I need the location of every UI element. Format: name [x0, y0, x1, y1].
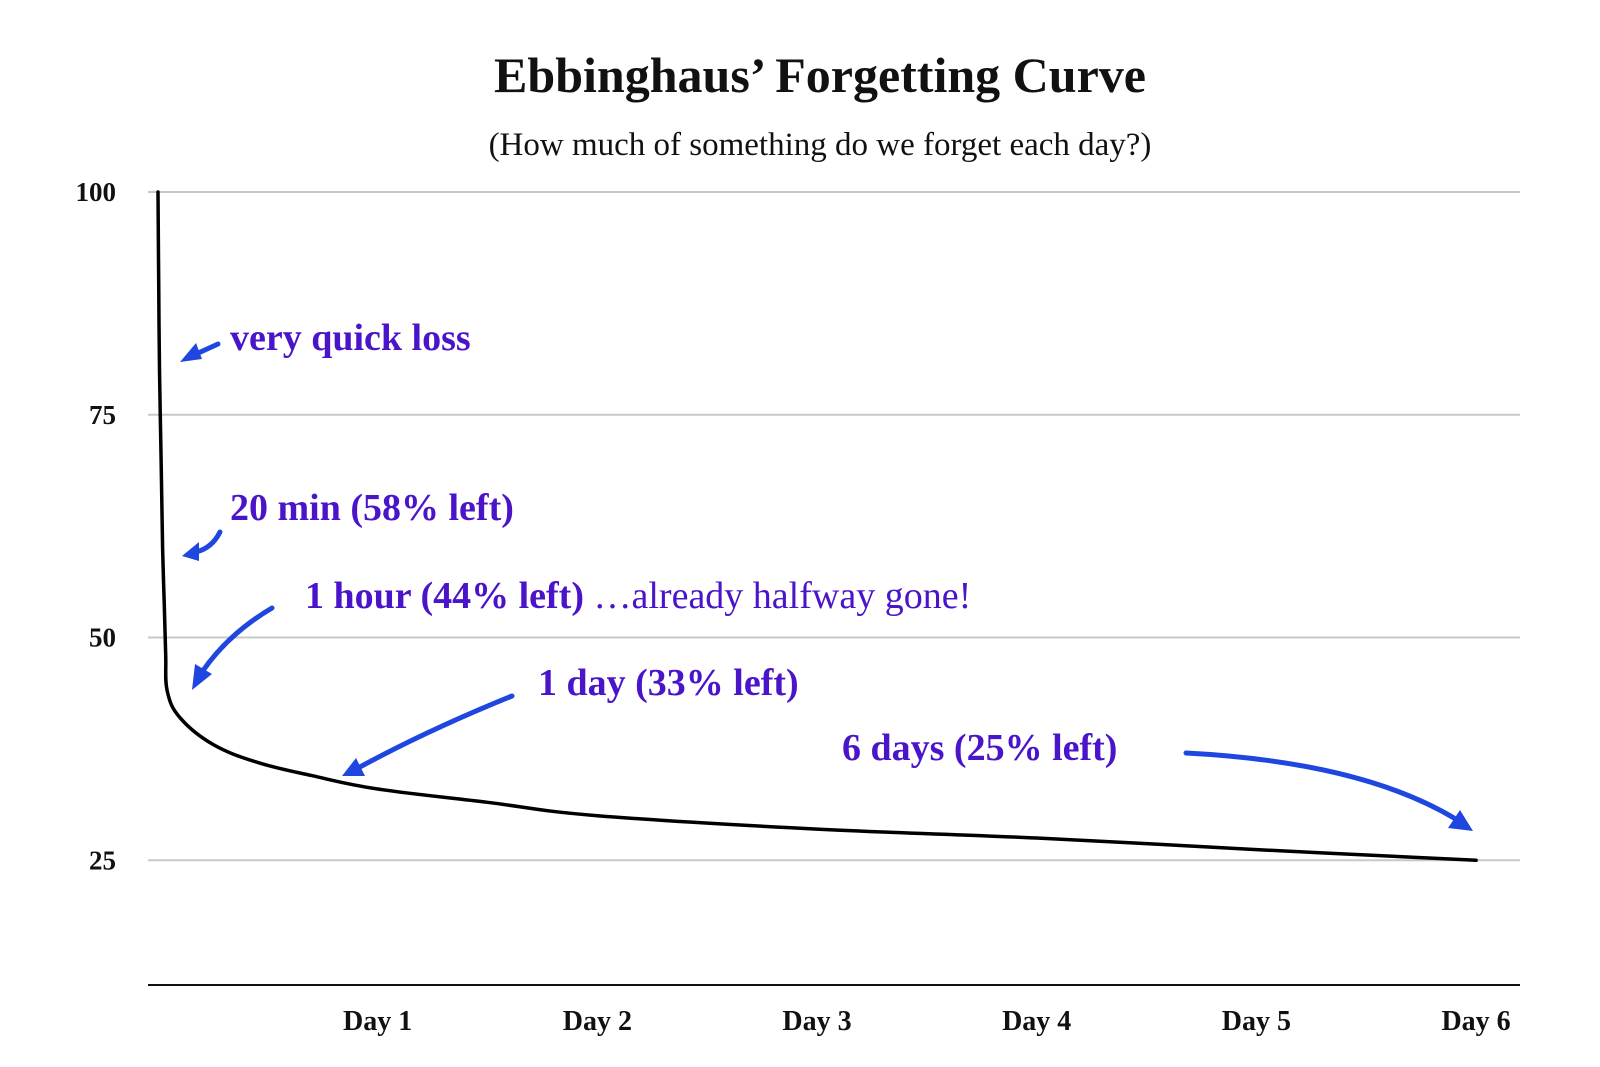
arrow-1-hour [199, 605, 275, 675]
x-tick-label-day-6: Day 6 [1441, 1006, 1510, 1037]
annotation-6-days: 6 days (25% left) [842, 727, 1117, 769]
annotation-arrows [180, 341, 1473, 831]
gridlines [148, 191, 1520, 862]
annotation-20-min: 20 min (58% left) [230, 487, 514, 529]
x-tick-label-day-1: Day 1 [343, 1006, 412, 1037]
annotation-1-hour-label: 1 hour (44% left) [305, 575, 584, 617]
x-tick-label-day-4: Day 4 [1002, 1006, 1071, 1037]
y-axis-ticks: 100 75 50 25 [76, 177, 117, 875]
y-tick-label-25: 25 [89, 845, 116, 875]
chart-title: Ebbinghaus’ Forgetting Curve [494, 47, 1146, 103]
annotation-1-hour: 1 hour (44% left) …already halfway gone! [305, 575, 971, 617]
arrow-20-min-head [182, 542, 199, 561]
y-tick-label-75: 75 [89, 400, 116, 430]
arrow-1-hour-head [192, 664, 212, 690]
annotation-very-quick-loss: very quick loss [230, 317, 471, 359]
chart-subtitle: (How much of something do we forget each… [489, 127, 1152, 163]
arrow-6-days [1183, 750, 1457, 821]
x-tick-label-day-5: Day 5 [1222, 1006, 1291, 1037]
arrow-20-min [193, 529, 223, 555]
arrow-6-days-head [1448, 810, 1473, 831]
annotations: very quick loss 20 min (58% left) 1 hour… [230, 317, 1117, 769]
annotation-1-day: 1 day (33% left) [538, 662, 799, 704]
x-axis-ticks: Day 1 Day 2 Day 3 Day 4 Day 5 Day 6 [343, 1006, 1511, 1037]
y-tick-label-100: 100 [76, 177, 117, 207]
x-tick-label-day-2: Day 2 [563, 1006, 632, 1037]
x-tick-label-day-3: Day 3 [782, 1006, 851, 1037]
annotation-halfway-gone: …already halfway gone! [584, 575, 971, 617]
arrow-very-quick-loss-head [180, 343, 202, 362]
y-tick-label-50: 50 [89, 623, 116, 653]
arrow-1-day [355, 693, 515, 771]
arrow-1-day-head [342, 758, 365, 776]
forgetting-curve-line [156, 190, 1478, 863]
